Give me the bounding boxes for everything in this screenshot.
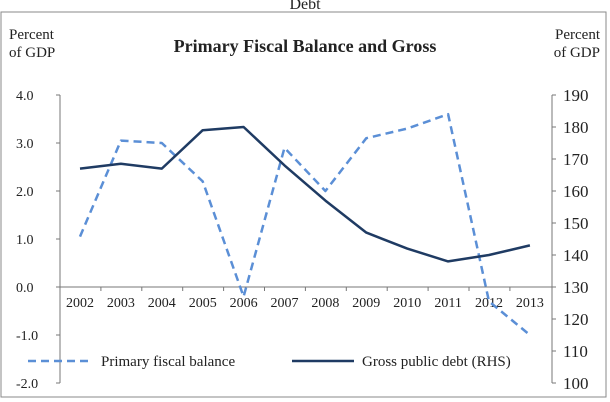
- series-line-gross-public-debt: [79, 125, 531, 263]
- chart-title: Primary Fiscal Balance and Gross: [174, 36, 437, 56]
- left-axis-tick-label: 4.0: [16, 89, 34, 104]
- right-axis-tick-label: 100: [563, 374, 589, 393]
- chart-frame: [0, 11, 607, 398]
- right-axis-tick-label: 180: [563, 118, 589, 137]
- right-axis-tick-label: 110: [563, 342, 588, 361]
- right-axis-tick-label: 120: [563, 310, 589, 329]
- right-axis-tick-label: 190: [563, 86, 589, 105]
- series-line-primary-fiscal-balance: [78, 112, 531, 336]
- left-axis-tick-label: 3.0: [16, 137, 34, 152]
- left-axis-unit-line1: Percent: [9, 27, 55, 43]
- left-axis-tick-label: -1.0: [16, 329, 38, 344]
- x-axis-tick-label: 2009: [352, 296, 380, 311]
- left-axis-tick-label: -2.0: [16, 377, 38, 392]
- left-axis-unit-line2: of GDP: [9, 45, 55, 61]
- x-axis-tick-label: 2003: [107, 296, 135, 311]
- chart-title-overflow: Debt: [289, 0, 321, 13]
- legend-label: Primary fiscal balance: [101, 354, 235, 370]
- right-axis-tick-label: 130: [563, 278, 589, 297]
- right-axis-tick-label: 150: [563, 214, 589, 233]
- left-axis-tick-label: 2.0: [16, 185, 34, 200]
- right-axis-tick-label: 170: [563, 150, 589, 169]
- right-axis-tick-label: 160: [563, 182, 589, 201]
- right-axis-tick-label: 140: [563, 246, 589, 265]
- x-axis-tick-label: 2004: [148, 296, 176, 311]
- x-axis-tick-label: 2011: [434, 296, 461, 311]
- legend-label: Gross public debt (RHS): [362, 354, 511, 370]
- x-axis-tick-label: 2007: [271, 296, 299, 311]
- series-lines: [78, 112, 531, 336]
- legend: Primary fiscal balance Gross public debt …: [28, 354, 511, 370]
- right-axis-unit-line1: Percent: [555, 27, 601, 43]
- x-axis-tick-label: 2008: [311, 296, 339, 311]
- x-axis-tick-label: 2006: [230, 296, 258, 311]
- x-axis-tick-label: 2005: [189, 296, 217, 311]
- x-axis-tick-label: 2013: [516, 296, 544, 311]
- left-axis-tick-label: 1.0: [16, 233, 34, 248]
- x-axis-tick-label: 2002: [66, 296, 94, 311]
- left-axis-tick-label: 0.0: [16, 281, 34, 296]
- right-axis-unit-line2: of GDP: [554, 45, 600, 61]
- x-axis-tick-label: 2010: [393, 296, 421, 311]
- axes: 4.0 3.0 2.0 1.0 0.0 -1.0 -2.0 190 180 170 160 150 14…: [16, 86, 589, 393]
